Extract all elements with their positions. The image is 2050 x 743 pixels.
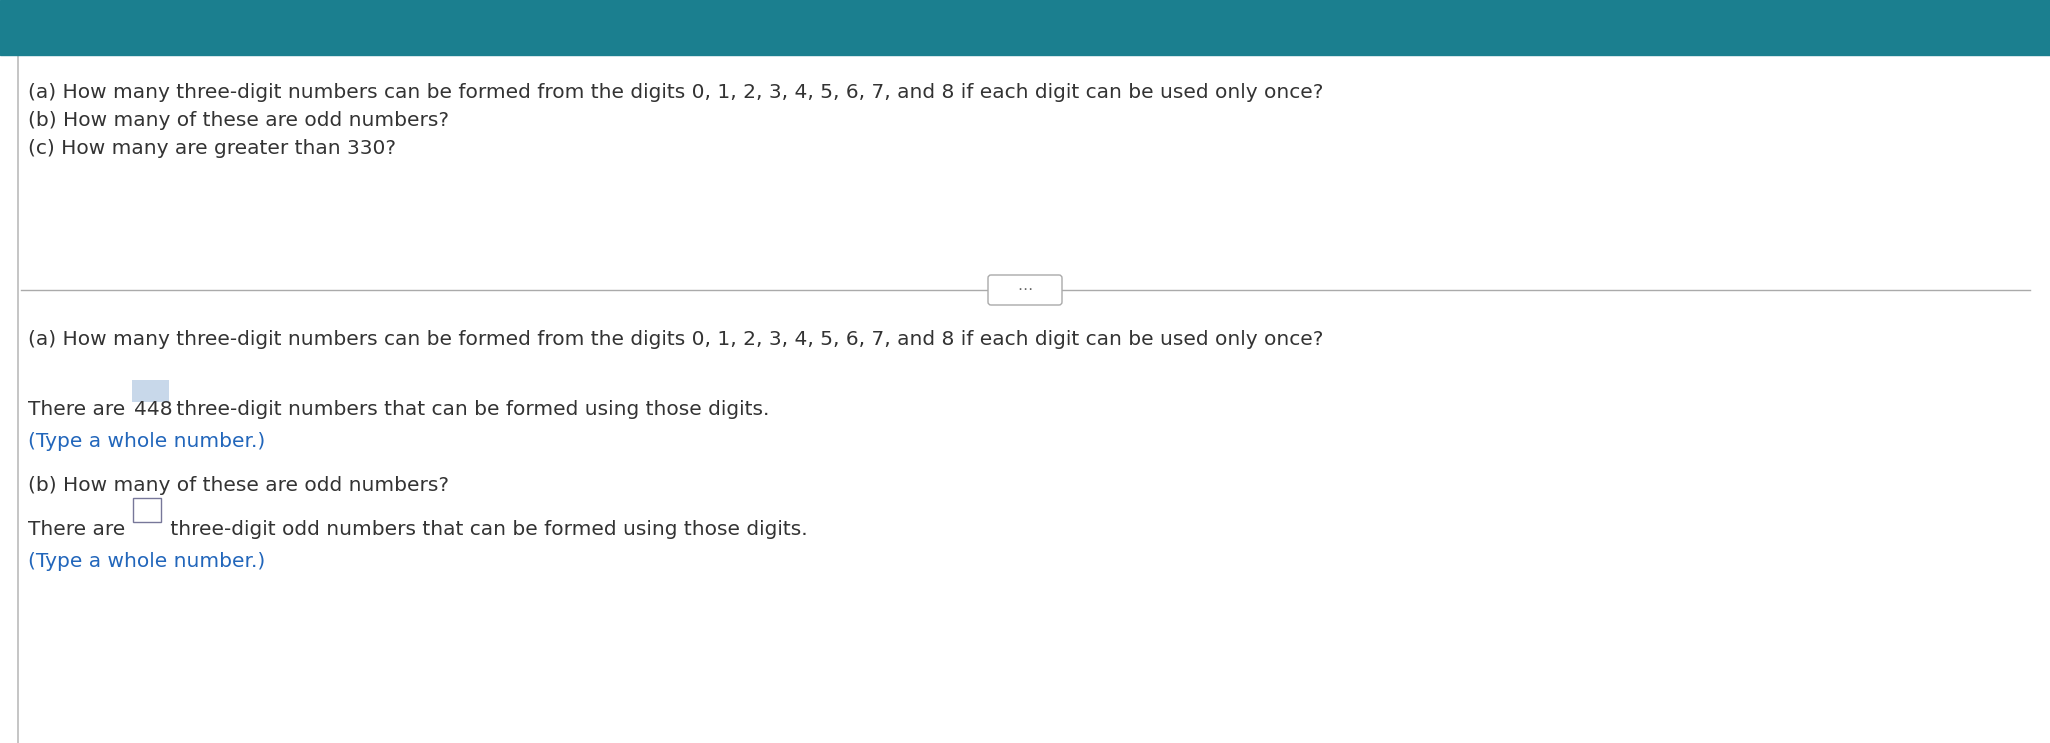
Text: (b) How many of these are odd numbers?: (b) How many of these are odd numbers? [29, 476, 449, 495]
FancyBboxPatch shape [133, 498, 160, 522]
Text: 448: 448 [133, 400, 172, 419]
Text: (Type a whole number.): (Type a whole number.) [29, 432, 264, 451]
Bar [0, 0, 2050, 55]
Text: (c) How many are greater than 330?: (c) How many are greater than 330? [29, 139, 396, 158]
Text: three-digit numbers that can be formed using those digits.: three-digit numbers that can be formed u… [170, 400, 769, 419]
Text: (b) How many of these are odd numbers?: (b) How many of these are odd numbers? [29, 111, 449, 130]
Text: (a) How many three-digit numbers can be formed from the digits 0, 1, 2, 3, 4, 5,: (a) How many three-digit numbers can be … [29, 330, 1324, 349]
FancyBboxPatch shape [988, 275, 1062, 305]
Text: (Type a whole number.): (Type a whole number.) [29, 552, 264, 571]
Text: There are: There are [29, 520, 131, 539]
Text: There are: There are [29, 400, 131, 419]
Text: ⋯: ⋯ [1017, 282, 1033, 297]
Text: three-digit odd numbers that can be formed using those digits.: three-digit odd numbers that can be form… [164, 520, 808, 539]
Text: (a) How many three-digit numbers can be formed from the digits 0, 1, 2, 3, 4, 5,: (a) How many three-digit numbers can be … [29, 83, 1324, 102]
FancyBboxPatch shape [131, 380, 170, 402]
